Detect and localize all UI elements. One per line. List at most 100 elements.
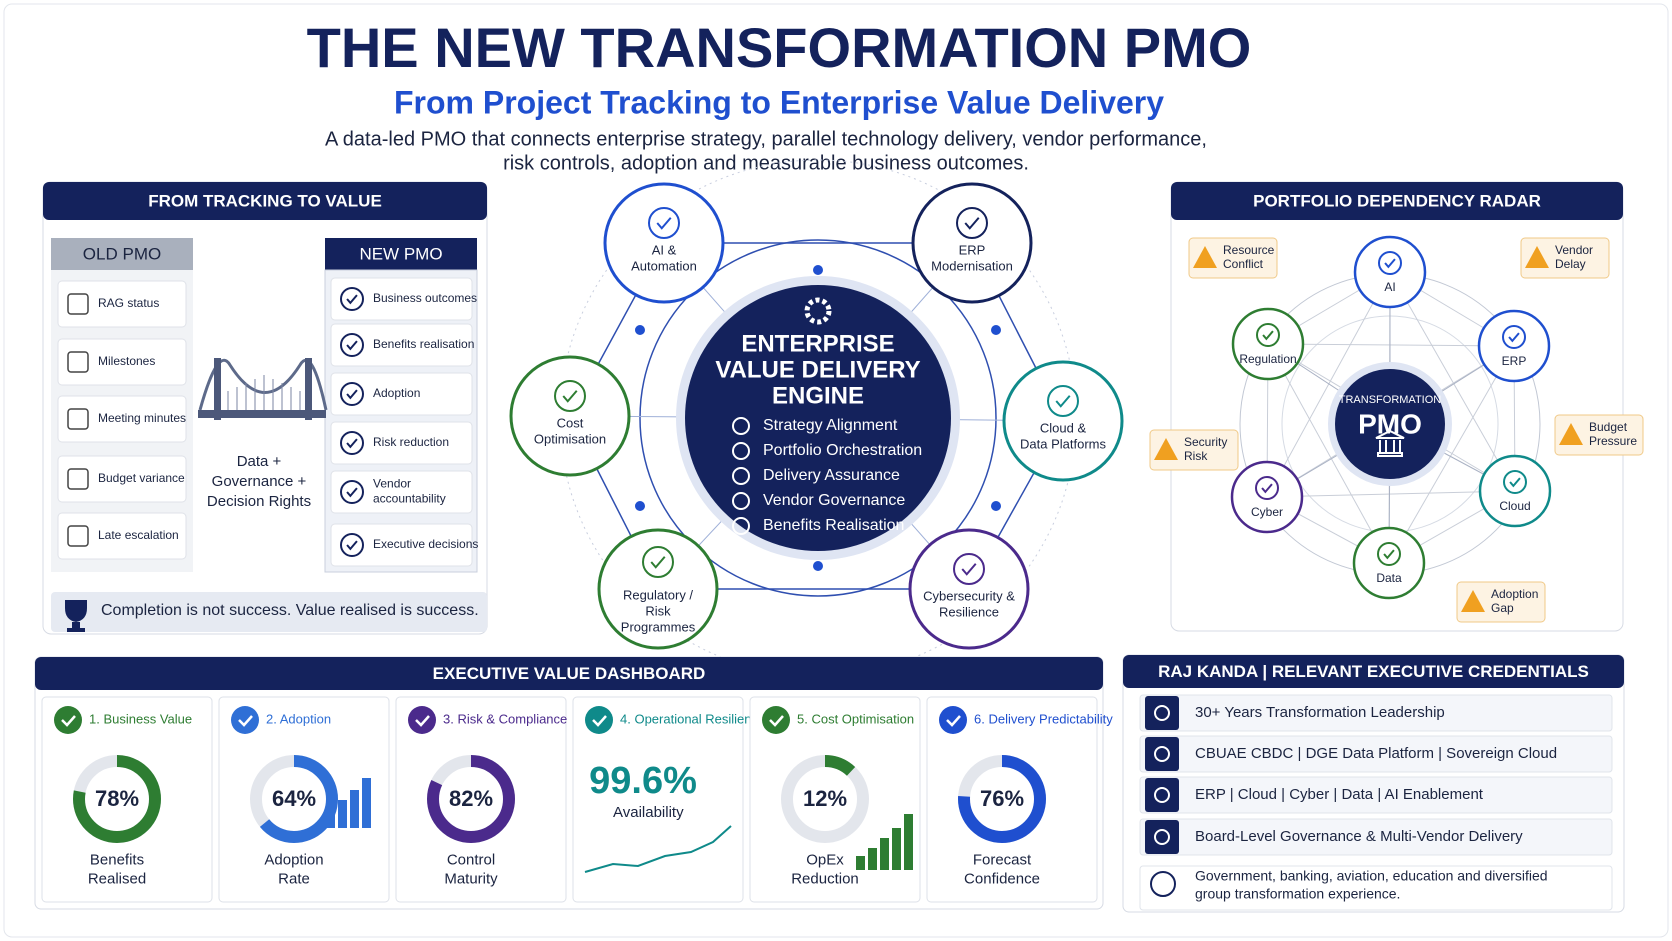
kpi-icon-glyph xyxy=(238,715,253,727)
new-pmo-icon xyxy=(340,287,364,311)
kpi-card xyxy=(926,696,1098,903)
engine-node-label: Risk xyxy=(645,603,671,618)
radar-node xyxy=(1231,307,1305,381)
old-pmo-item xyxy=(57,338,187,386)
bridge-label: Decision Rights xyxy=(207,493,311,510)
new-pmo-item-label: Vendor xyxy=(373,477,411,491)
new-pmo-item xyxy=(330,323,473,367)
engine-node xyxy=(908,528,1030,650)
engine-node xyxy=(911,182,1033,304)
engine-function-icon xyxy=(732,492,750,510)
kpi-card xyxy=(572,696,744,903)
engine-node-icon xyxy=(648,207,680,239)
credential-row xyxy=(1139,865,1613,911)
engine-node-icon xyxy=(956,207,988,239)
kpi-card xyxy=(749,696,921,903)
credential-icon-glyph xyxy=(1154,829,1170,845)
decorative-bar xyxy=(326,808,335,828)
new-pmo-icon-glyph xyxy=(346,340,358,351)
risk-label: Delay xyxy=(1555,257,1586,271)
credential-row xyxy=(1139,776,1613,814)
panel-title: RAJ KANDA | RELEVANT EXECUTIVE CREDENTIA… xyxy=(1158,662,1589,681)
kpi-donut-arc xyxy=(958,755,1046,843)
tracking-footer-text: Completion is not success. Value realise… xyxy=(101,602,479,619)
engine-gear xyxy=(804,297,832,325)
radar-node-label: AI xyxy=(1384,280,1395,294)
new-pmo-item-label: accountability xyxy=(373,492,446,506)
radar-node-label: Cyber xyxy=(1251,505,1283,519)
engine-dot xyxy=(635,325,645,335)
engine-node-label: ERP xyxy=(959,242,986,257)
kpi-donut-arc xyxy=(427,755,515,843)
kpi-value: 64% xyxy=(272,786,316,811)
engine-dot xyxy=(991,325,1001,335)
kpi-icon xyxy=(762,706,790,734)
engine-node-icon xyxy=(953,553,985,585)
kpi-title: 3. Risk & Compliance xyxy=(443,711,567,726)
radar-node-icon xyxy=(1503,470,1527,494)
old-pmo-item xyxy=(57,512,187,560)
risk-label: Resource xyxy=(1223,243,1275,257)
radar-node-icon xyxy=(1377,542,1401,566)
engine-node-icon xyxy=(642,546,674,578)
engine-node-icon-glyph xyxy=(656,217,672,230)
radar-link xyxy=(1389,271,1516,492)
radar-center-icon xyxy=(1375,429,1405,457)
kpi-value: 99.6% xyxy=(589,760,697,802)
radar-center-label: TRANSFORMATION xyxy=(1339,394,1442,406)
old-pmo-item xyxy=(57,455,187,503)
panel-header xyxy=(1171,182,1623,220)
panel-title: FROM TRACKING TO VALUE xyxy=(148,191,382,210)
kpi-card xyxy=(41,696,213,903)
panel-header xyxy=(43,182,487,220)
engine-node-icon-glyph xyxy=(1055,395,1071,408)
kpi-icon-glyph xyxy=(946,715,961,727)
radar-node-icon xyxy=(1502,325,1526,349)
kpi-card xyxy=(395,696,567,903)
new-pmo-item-label: Adoption xyxy=(373,386,420,400)
engine-node-label: Resilience xyxy=(939,604,999,619)
risk-label: Vendor xyxy=(1555,243,1593,257)
risk-label: Pressure xyxy=(1589,434,1637,448)
kpi-value: 12% xyxy=(803,786,847,811)
kpi-icon-glyph xyxy=(769,715,784,727)
radar-node-label: Regulation xyxy=(1239,352,1296,366)
kpi-icon-glyph xyxy=(592,715,607,727)
new-pmo-item xyxy=(330,372,473,416)
risk-warning-icon xyxy=(1154,438,1178,460)
engine-title: VALUE DELIVERY xyxy=(715,356,920,383)
kpi-label: Benefits xyxy=(90,851,144,868)
bridge-tower xyxy=(305,358,312,420)
decorative-bar xyxy=(892,828,901,870)
engine-node-label: Cost xyxy=(557,415,584,430)
decorative-bar xyxy=(362,778,371,828)
credential-text: 30+ Years Transformation Leadership xyxy=(1195,704,1445,721)
old-pmo-item xyxy=(57,280,187,328)
new-pmo-title: NEW PMO xyxy=(359,244,442,263)
decorative-bar xyxy=(868,848,877,870)
kpi-label: Availability xyxy=(613,804,684,821)
engine-node-label: Cybersecurity & xyxy=(923,588,1015,603)
old-pmo-icon xyxy=(67,525,89,547)
radar-node-icon-glyph xyxy=(1508,332,1520,343)
new-pmo-icon-glyph xyxy=(346,487,358,498)
radar-center-title: PMO xyxy=(1358,408,1422,439)
kpi-icon xyxy=(939,706,967,734)
engine-title: ENTERPRISE xyxy=(741,330,894,357)
old-pmo-title: OLD PMO xyxy=(83,244,161,263)
credential-icon xyxy=(1145,820,1179,854)
kpi-title: 4. Operational Resilience xyxy=(620,711,765,726)
kpi-value: 76% xyxy=(980,786,1024,811)
risk-label: Adoption xyxy=(1491,587,1538,601)
credential-text: CBUAE CBDC | DGE Data Platform | Soverei… xyxy=(1195,745,1557,762)
new-pmo-item xyxy=(330,277,473,321)
old-pmo-icon xyxy=(67,293,89,315)
kpi-donut-arc xyxy=(781,755,869,843)
engine-function: Benefits Realisation xyxy=(763,517,904,534)
kpi-value: 78% xyxy=(95,786,139,811)
engine-node-icon-glyph xyxy=(964,217,980,230)
kpi-label: Forecast xyxy=(973,851,1032,868)
radar-node-icon-glyph xyxy=(1262,330,1274,341)
kpi-label: Rate xyxy=(278,870,310,887)
